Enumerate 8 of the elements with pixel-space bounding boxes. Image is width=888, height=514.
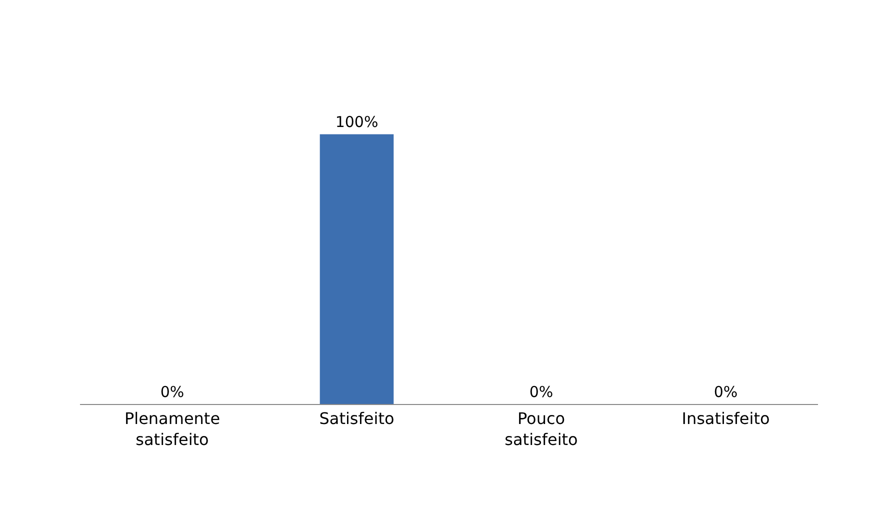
data-label: 0% [714,383,738,401]
data-label: 0% [160,383,184,401]
x-tick-label: Plenamente satisfeito [124,409,220,449]
data-label: 100% [335,113,378,132]
data-label: 0% [529,383,554,401]
x-tick-label: Insatisfeito [682,409,770,428]
x-tick-label: Satisfeito [319,409,394,428]
x-tick-label: Pouco satisfeito [504,409,578,449]
